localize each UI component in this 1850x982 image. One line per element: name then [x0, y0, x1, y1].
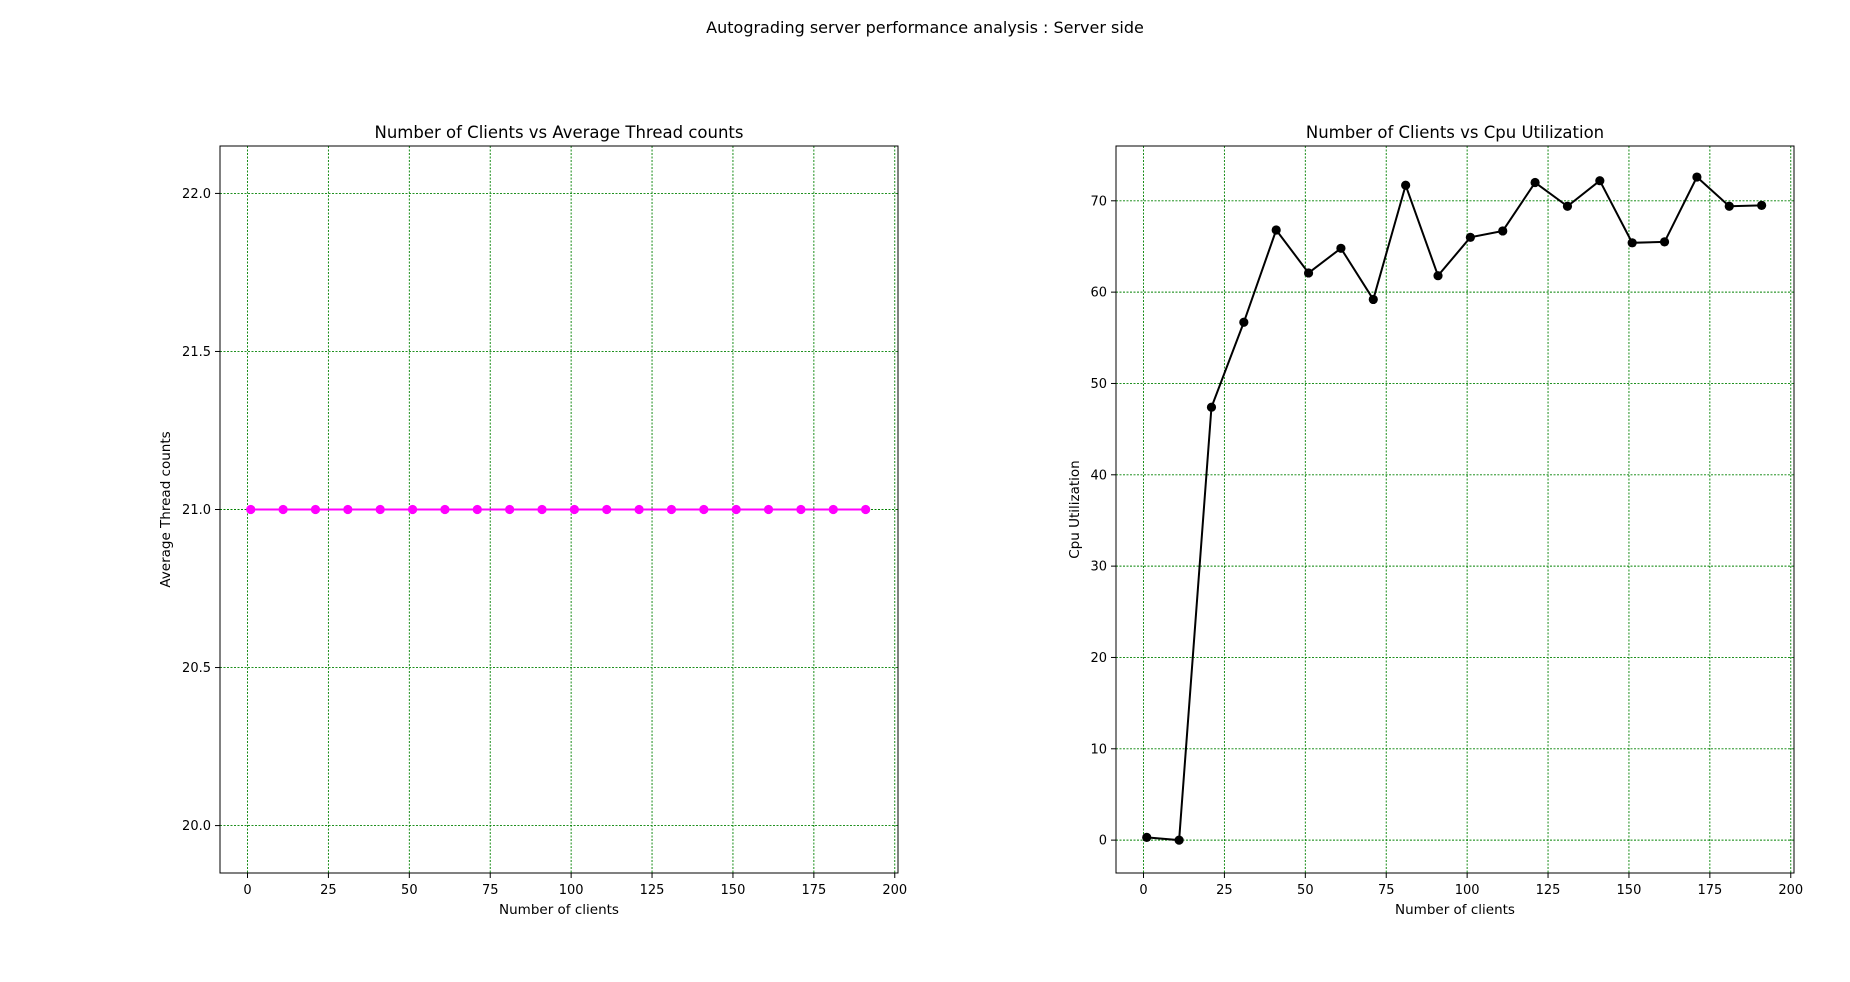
x-tick-label: 150	[721, 883, 746, 898]
series-line	[1146, 175, 1762, 842]
x-tick-label: 200	[882, 883, 907, 898]
data-point	[1239, 317, 1249, 327]
data-point	[343, 504, 353, 515]
x-tick-label: 175	[1697, 883, 1722, 898]
chart-cpu-utilization: 0 25 50 75 100 125 150 175 200 0 10 20 30 40 50 60 70 Num…	[1067, 123, 1803, 918]
x-tick-label: 50	[1297, 883, 1314, 898]
data-point	[1530, 177, 1540, 188]
x-tick-label: 75	[482, 883, 499, 898]
x-tick-label: 200	[1778, 883, 1803, 898]
x-tick-label: 50	[401, 883, 418, 898]
data-point	[1627, 238, 1637, 248]
x-tick-label: 175	[801, 883, 826, 898]
data-point	[569, 504, 579, 515]
x-tick-label: 100	[1455, 883, 1480, 898]
y-tick-label: 0	[1099, 834, 1107, 849]
data-point	[1206, 402, 1217, 412]
x-tick-label: 25	[1216, 883, 1233, 898]
y-tick-label: 40	[1090, 468, 1107, 483]
x-tick-label: 150	[1617, 883, 1642, 898]
data-point	[246, 504, 256, 515]
data-point	[310, 504, 321, 515]
data-point	[1724, 201, 1734, 211]
y-axis-label: Average Thread counts	[158, 431, 174, 587]
data-point	[1303, 268, 1314, 278]
data-point	[1174, 835, 1184, 845]
x-tick-label: 125	[1536, 883, 1561, 898]
data-point	[1433, 271, 1443, 281]
y-axis-label: Cpu Utilization	[1067, 460, 1083, 559]
x-tick-label: 25	[320, 883, 337, 898]
axes-frame	[1115, 145, 1795, 874]
y-tick-label: 22.0	[182, 187, 211, 202]
y-tick-label: 30	[1090, 560, 1107, 575]
data-point	[1757, 200, 1767, 210]
y-tick-label: 20.0	[182, 819, 211, 834]
data-point	[1142, 832, 1152, 842]
data-point	[1659, 237, 1670, 247]
data-point	[666, 504, 677, 515]
y-tick-label: 21.0	[182, 503, 211, 518]
chart-thread-counts: 0 25 50 75 100 125 150 175 200 20.0 20.5 21.0 21.5 22…	[158, 123, 907, 918]
x-tick-label: 100	[559, 883, 584, 898]
data-point	[699, 504, 709, 515]
data-point	[1336, 243, 1346, 253]
data-point	[278, 504, 288, 515]
data-point	[375, 504, 385, 515]
data-point	[1401, 180, 1411, 190]
x-axis-label: Number of clients	[499, 902, 619, 918]
x-tick-label: 75	[1378, 883, 1395, 898]
y-tick-label: 10	[1090, 742, 1107, 757]
data-point	[1692, 172, 1702, 182]
data-point	[407, 504, 418, 515]
data-point	[634, 504, 644, 515]
figure-suptitle: Autograding server performance analysis …	[706, 18, 1144, 37]
data-point	[1271, 225, 1281, 235]
data-point	[763, 504, 774, 515]
y-tick-label: 20	[1090, 651, 1107, 666]
data-point	[472, 504, 482, 515]
data-point	[1498, 226, 1508, 236]
data-point	[731, 504, 741, 515]
y-tick-label: 21.5	[182, 345, 211, 360]
data-point	[1562, 201, 1573, 211]
chart-title: Number of Clients vs Average Thread coun…	[375, 123, 744, 142]
data-point	[602, 504, 612, 515]
y-tick-label: 70	[1090, 194, 1107, 209]
y-tick-label: 60	[1090, 286, 1107, 301]
data-point	[1595, 176, 1605, 186]
x-tick-label: 125	[640, 883, 665, 898]
data-point	[1465, 232, 1475, 242]
data-point	[828, 504, 838, 515]
data-point	[505, 504, 515, 515]
data-point	[796, 504, 806, 515]
y-tick-label: 20.5	[182, 661, 211, 676]
x-tick-label: 0	[243, 883, 251, 898]
data-point	[440, 504, 450, 515]
x-axis-label: Number of clients	[1395, 902, 1515, 918]
chart-title: Number of Clients vs Cpu Utilization	[1306, 123, 1604, 142]
x-tick-label: 0	[1139, 883, 1147, 898]
data-point	[861, 504, 871, 515]
data-point	[537, 504, 547, 515]
data-point	[1368, 294, 1378, 305]
y-tick-label: 50	[1090, 377, 1107, 392]
